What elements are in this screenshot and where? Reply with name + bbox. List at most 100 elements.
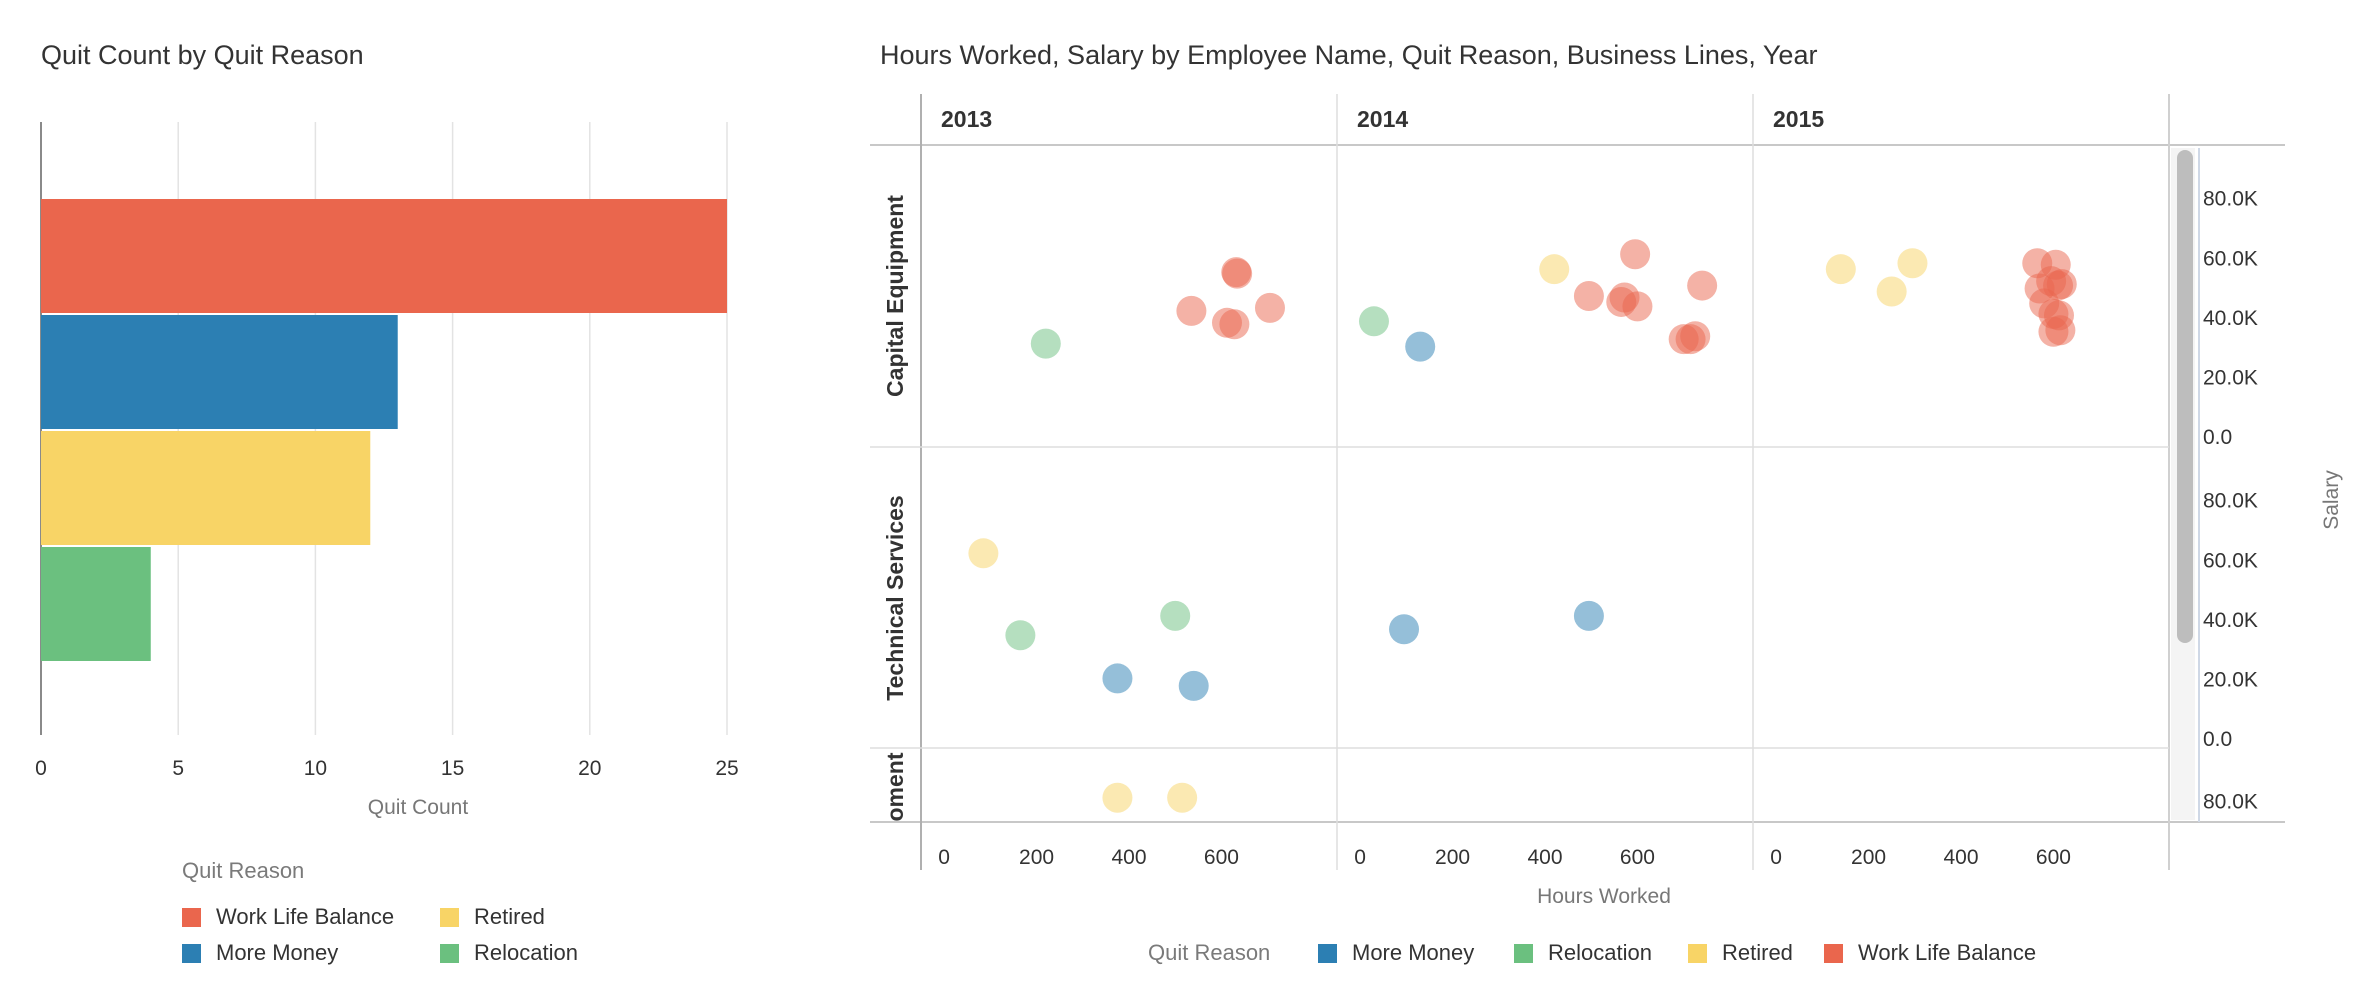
bar-relocation	[41, 547, 151, 661]
legend-label: Retired	[474, 904, 545, 929]
bar-x-tick-label: 20	[578, 757, 601, 780]
more-money-swatch	[1318, 944, 1337, 963]
scatter-point-relocation	[1030, 328, 1061, 359]
scatter-point-work-life-balance	[1219, 309, 1250, 340]
relocation-swatch	[1514, 944, 1533, 963]
bar-x-tick-label: 10	[304, 757, 327, 780]
y-tick-label: 0.0	[2203, 426, 2232, 449]
scatter-point-relocation	[1005, 620, 1036, 651]
y-tick-label: 0.0	[2203, 728, 2232, 751]
scatter-point-more-money	[1389, 614, 1420, 645]
scatter-point-retired	[1167, 782, 1198, 813]
y-tick-label: 80.0K	[2203, 490, 2258, 513]
legend-label: More Money	[1352, 940, 1475, 965]
scatter-point-retired	[1102, 782, 1133, 813]
bar-legend: Quit Reason Work Life Balance Retired Mo…	[182, 858, 642, 968]
y-tick-label: 40.0K	[2203, 910, 2258, 933]
y-tick-label: 60.0K	[2203, 247, 2258, 270]
bar-legend-item-relocation[interactable]: Relocation	[440, 940, 578, 966]
bar-x-axis-title: Quit Count	[368, 796, 469, 819]
bar-x-tick-label: 15	[441, 757, 464, 780]
x-tick-label: 0	[1354, 846, 1366, 869]
scatter-point-work-life-balance	[1222, 258, 1253, 289]
x-tick-label: 200	[1019, 846, 1054, 869]
scrollbar-thumb[interactable]	[2177, 150, 2193, 643]
x-tick-label: 0	[1770, 846, 1782, 869]
x-tick-label: 200	[1435, 846, 1470, 869]
bar-legend-title: Quit Reason	[182, 858, 305, 883]
bar-x-tick-label: 5	[172, 757, 184, 780]
scatter-y-axis-title: Salary	[2320, 470, 2343, 530]
scatter-legend-title: Quit Reason	[1148, 940, 1271, 965]
scatter-point-work-life-balance	[1176, 295, 1207, 326]
scatter-legend-item-relocation[interactable]: Relocation	[1514, 940, 1652, 966]
scatter-legend-item-more-money[interactable]: More Money	[1318, 940, 1474, 966]
legend-label: Retired	[1722, 940, 1793, 965]
legend-label: Work Life Balance	[1858, 940, 2037, 965]
scatter-point-work-life-balance	[2046, 269, 2077, 300]
bar-legend-item-retired[interactable]: Retired	[440, 904, 545, 930]
x-tick-label: 400	[1527, 846, 1562, 869]
scatter-point-more-money	[1102, 663, 1133, 694]
scatter-point-more-money	[1405, 331, 1436, 362]
column-header-2015: 2015	[1773, 106, 1824, 132]
y-tick-label: 20.0K	[2203, 668, 2258, 691]
y-tick-label: 80.0K	[2203, 188, 2258, 211]
scatter-point-retired	[1825, 254, 1856, 285]
x-tick-label: 600	[1620, 846, 1655, 869]
y-axis-ticks: 0.0 20.0K 40.0K 60.0K 80.0K 0.0 20.0K 40.0K 60.0…	[2203, 188, 2258, 933]
retired-swatch	[1688, 944, 1707, 963]
x-tick-label: 400	[1943, 846, 1978, 869]
x-tick-label: 600	[2036, 846, 2071, 869]
row-headers: Capital Equipment Technical Services oment	[882, 195, 908, 822]
scatter-points	[968, 239, 2077, 813]
x-tick-label: 400	[1111, 846, 1146, 869]
bar-retired	[41, 431, 371, 545]
row-header-capital-equipment: Capital Equipment	[882, 195, 908, 397]
bar-legend-item-more-money[interactable]: More Money	[182, 940, 338, 966]
y-tick-label: 60.0K	[2203, 549, 2258, 572]
legend-label: More Money	[216, 940, 339, 965]
x-tick-label: 600	[1204, 846, 1239, 869]
scatter-point-work-life-balance	[1254, 292, 1285, 323]
scatter-point-retired	[1876, 276, 1907, 307]
y-tick-label: 40.0K	[2203, 307, 2258, 330]
work-life-balance-swatch	[182, 908, 201, 927]
x-tick-label: 200	[1851, 846, 1886, 869]
y-tick-label: 20.0K	[2203, 366, 2258, 389]
scatter-point-work-life-balance	[1622, 291, 1653, 322]
scatter-chart-title: Hours Worked, Salary by Employee Name, Q…	[880, 40, 1818, 70]
y-tick-label: 80.0K	[2203, 791, 2258, 814]
legend-label: Relocation	[1548, 940, 1652, 965]
legend-label: Relocation	[474, 940, 578, 965]
scatter-point-work-life-balance	[1680, 321, 1711, 352]
relocation-swatch	[440, 944, 459, 963]
scatter-legend-item-retired[interactable]: Retired	[1688, 940, 1793, 966]
scatter-point-relocation	[1160, 600, 1191, 631]
y-tick-label: 60.0K	[2203, 850, 2258, 873]
scatter-point-more-money	[1178, 670, 1209, 701]
scatter-point-work-life-balance	[1687, 270, 1718, 301]
bar-more-money	[41, 315, 398, 429]
scatter-legend: Quit Reason More Money Relocation Retire…	[1148, 940, 2068, 980]
bar-x-tick-label: 25	[715, 757, 738, 780]
scatter-legend-item-work-life-balance[interactable]: Work Life Balance	[1824, 940, 2036, 966]
row-header-technical-services: Technical Services	[882, 495, 908, 700]
column-header-2013: 2013	[941, 106, 992, 132]
retired-swatch	[440, 908, 459, 927]
legend-label: Work Life Balance	[216, 904, 395, 929]
scatter-point-relocation	[1358, 306, 1389, 337]
bar-x-tick-label: 0	[35, 757, 47, 780]
row-header-oment: oment	[882, 752, 908, 821]
scatter-point-retired	[1539, 254, 1570, 285]
x-tick-label: 0	[938, 846, 950, 869]
scatter-point-work-life-balance	[1620, 239, 1651, 270]
column-header-2014: 2014	[1357, 106, 1408, 132]
scatter-point-more-money	[1573, 600, 1604, 631]
scatter-point-work-life-balance	[2045, 315, 2076, 346]
scatter-point-work-life-balance	[1573, 280, 1604, 311]
scatter-point-retired	[968, 538, 999, 569]
bar-legend-item-work-life-balance[interactable]: Work Life Balance	[182, 904, 394, 930]
bar-chart-title: Quit Count by Quit Reason	[41, 40, 364, 70]
